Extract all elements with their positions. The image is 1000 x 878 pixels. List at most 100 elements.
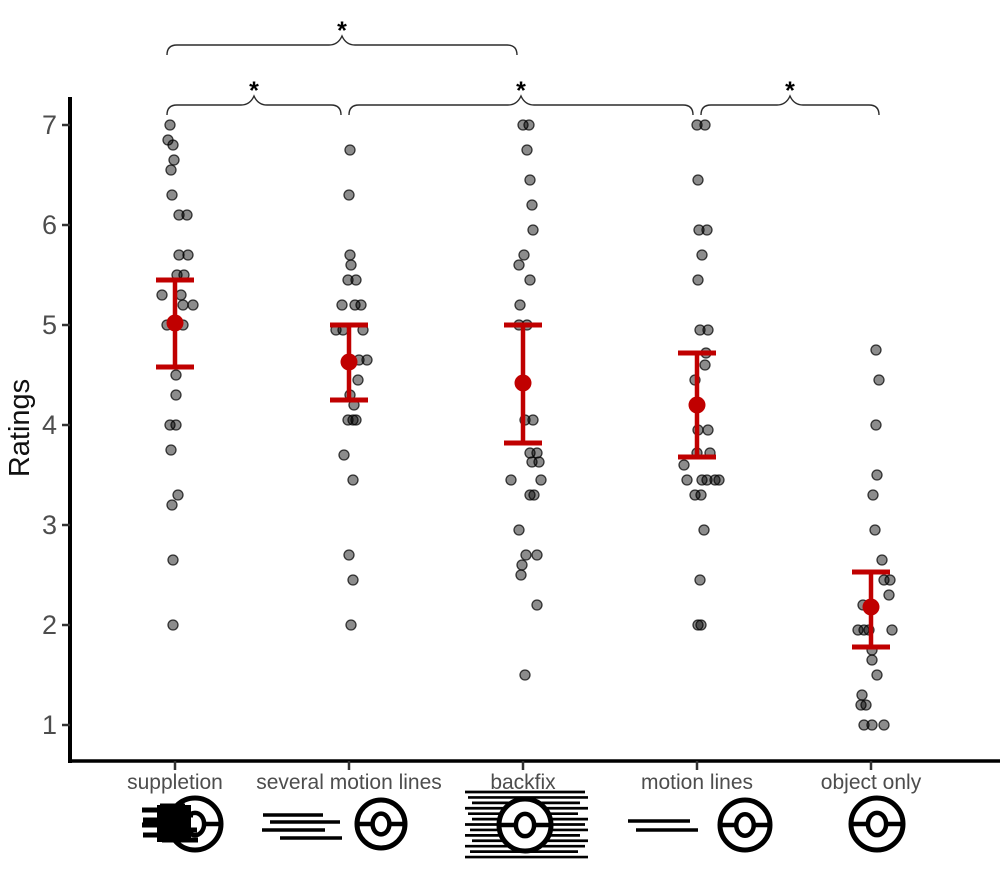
- data-point: [527, 224, 539, 236]
- data-point: [347, 574, 359, 586]
- data-point: [871, 469, 883, 481]
- data-point: [168, 154, 180, 166]
- significance-star: *: [249, 77, 259, 105]
- data-point: [867, 489, 879, 501]
- data-point: [175, 289, 187, 301]
- data-point: [156, 289, 168, 301]
- data-point: [870, 344, 882, 356]
- data-point: [361, 354, 373, 366]
- errorbar-backfix: [504, 322, 542, 446]
- data-point: [165, 164, 177, 176]
- data-point: [860, 699, 872, 711]
- x-axis-label-object-only: object only: [821, 771, 922, 794]
- data-point: [519, 669, 531, 681]
- y-tick-label: 4: [42, 410, 57, 440]
- data-point: [517, 119, 529, 131]
- data-point: [518, 249, 530, 261]
- data-point: [695, 489, 707, 501]
- data-point: [878, 574, 890, 586]
- x-axis-label-backfix: backfix: [490, 771, 556, 794]
- data-point: [347, 414, 359, 426]
- data-point: [170, 369, 182, 381]
- significance-bracket-suppletion-several-motion-lines: [166, 94, 342, 116]
- errorbar-several-motion-lines: [330, 322, 368, 403]
- y-tick-label: 2: [42, 610, 57, 640]
- data-point: [521, 144, 533, 156]
- data-point: [524, 174, 536, 186]
- data-point: [883, 589, 895, 601]
- errorbar-motion-lines: [678, 350, 716, 460]
- data-point: [344, 249, 356, 261]
- data-point: [352, 374, 364, 386]
- data-point: [165, 444, 177, 456]
- data-point: [347, 474, 359, 486]
- y-tick-label: 3: [42, 510, 57, 540]
- data-point: [535, 474, 547, 486]
- data-point: [345, 259, 357, 271]
- data-point: [691, 119, 703, 131]
- x-axis-label-several-motion-lines: several motion lines: [256, 771, 442, 794]
- data-point: [701, 474, 713, 486]
- points-suppletion: [156, 119, 199, 631]
- data-point: [164, 119, 176, 131]
- data-point: [695, 619, 707, 631]
- data-point: [533, 456, 545, 468]
- data-point: [520, 549, 532, 561]
- y-axis-title: Ratings: [4, 379, 36, 477]
- data-point: [524, 274, 536, 286]
- data-point: [505, 474, 517, 486]
- data-point: [167, 619, 179, 631]
- data-point: [514, 299, 526, 311]
- significance-bracket-suppletion-backfix: [166, 34, 518, 56]
- data-point: [871, 669, 883, 681]
- significance-star: *: [785, 77, 795, 105]
- data-point: [696, 249, 708, 261]
- data-point: [515, 569, 527, 581]
- data-point: [350, 414, 362, 426]
- points-object-only: [852, 344, 898, 731]
- data-point: [702, 424, 714, 436]
- points-motion-lines: [678, 119, 725, 631]
- data-point: [528, 489, 540, 501]
- data-point: [870, 419, 882, 431]
- data-point: [523, 119, 535, 131]
- data-point: [689, 489, 701, 501]
- data-point: [343, 549, 355, 561]
- y-tick-label: 7: [42, 110, 57, 140]
- mean-point: [514, 374, 532, 392]
- data-point: [692, 274, 704, 286]
- data-point: [166, 499, 178, 511]
- data-point: [349, 299, 361, 311]
- data-point: [681, 474, 693, 486]
- y-tick-label: 6: [42, 210, 57, 240]
- significance-bracket-several-motion-lines-motion-lines: [348, 94, 694, 116]
- significance-star: *: [337, 17, 347, 45]
- data-point: [513, 524, 525, 536]
- data-point: [187, 299, 199, 311]
- data-point: [858, 719, 870, 731]
- data-point: [886, 624, 898, 636]
- data-point: [166, 189, 178, 201]
- data-point: [524, 489, 536, 501]
- data-point: [876, 554, 888, 566]
- data-point: [170, 419, 182, 431]
- data-point: [177, 299, 189, 311]
- errorbar-object-only: [852, 569, 890, 650]
- data-point: [878, 719, 890, 731]
- mean-point: [166, 314, 184, 332]
- data-point: [693, 224, 705, 236]
- suppletion-icon: [142, 795, 224, 853]
- data-point: [344, 144, 356, 156]
- data-point: [173, 209, 185, 221]
- data-point: [531, 599, 543, 611]
- data-point: [181, 209, 193, 221]
- data-point: [172, 489, 184, 501]
- data-point: [701, 224, 713, 236]
- data-point: [531, 447, 543, 459]
- data-point: [336, 299, 348, 311]
- several-motion-lines-icon: [262, 797, 408, 851]
- data-point: [182, 249, 194, 261]
- mean-point: [862, 598, 880, 616]
